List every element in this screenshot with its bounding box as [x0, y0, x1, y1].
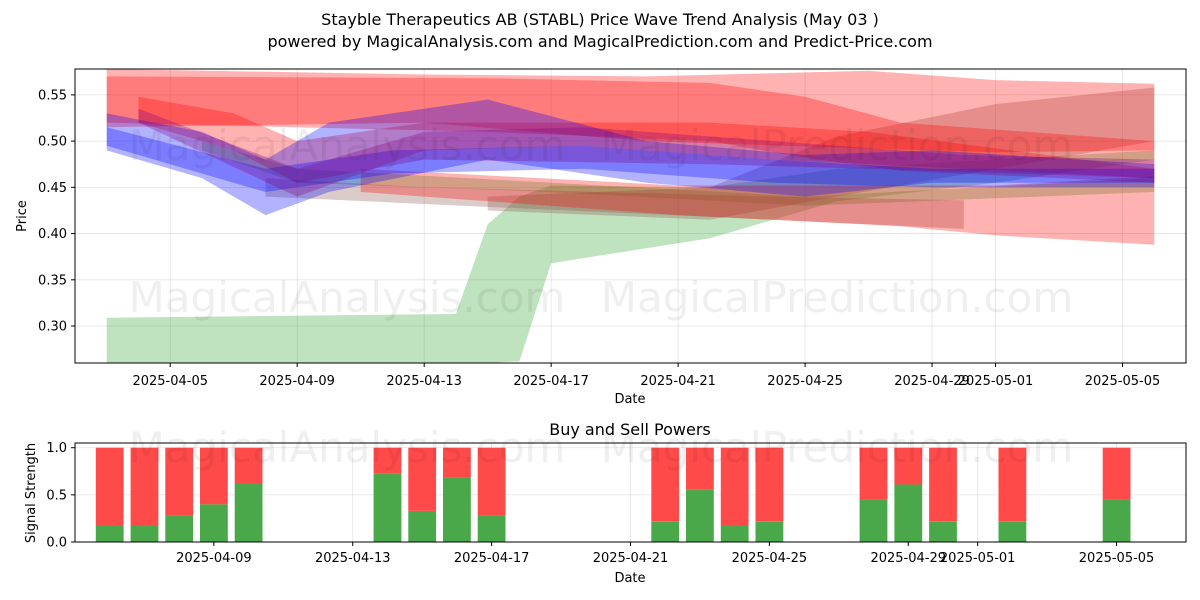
buy-bar	[720, 526, 749, 542]
price-x-tick-label: 2025-04-29	[894, 374, 970, 389]
sell-bar	[165, 447, 194, 516]
sell-bar	[894, 447, 923, 485]
buy-bar	[929, 521, 957, 542]
buy-bar	[408, 510, 437, 542]
signal-x-tick-label: 2025-04-17	[454, 551, 530, 566]
signal-chart: Buy and Sell Powers MagicalAnalysis.com …	[24, 420, 1187, 586]
sell-bar	[373, 447, 402, 474]
price-x-tick-label: 2025-04-13	[386, 374, 462, 389]
signal-y-label: Signal Strength	[24, 443, 39, 543]
sell-bar	[408, 447, 437, 511]
signal-x-tick-label: 2025-04-29	[870, 551, 946, 566]
buy-bar	[651, 521, 680, 542]
price-y-tick-label: 0.55	[38, 88, 67, 103]
price-band-7	[138, 96, 1155, 183]
watermark-analysis-bottom: MagicalAnalysis.com	[129, 423, 566, 472]
watermark-analysis-top: MagicalAnalysis.com	[129, 273, 566, 322]
price-band-layer	[106, 69, 1155, 363]
signal-y-tick-label: 0.5	[46, 488, 67, 503]
price-x-tick-label: 2025-04-17	[513, 374, 589, 389]
signal-x-tick-label: 2025-04-21	[593, 551, 669, 566]
sell-bar	[651, 447, 680, 522]
price-band-2	[487, 87, 1155, 220]
price-y-label: Price	[15, 200, 30, 232]
buy-bar	[686, 489, 714, 542]
sell-bar	[859, 447, 888, 500]
price-grid	[75, 69, 1186, 363]
watermark-prediction-top: MagicalPrediction.com	[601, 273, 1074, 322]
price-band-3	[265, 178, 964, 229]
price-y-tick-label: 0.50	[38, 135, 67, 150]
price-chart: MagicalAnalysis.com MagicalPrediction.co…	[15, 68, 1187, 407]
price-axes-frame	[74, 68, 1187, 364]
price-y-tick-label: 0.45	[38, 181, 67, 196]
price-y-tick-label: 0.30	[38, 320, 67, 335]
price-x-ticks: 2025-04-05 2025-04-09 2025-04-13 2025-04-17…	[132, 363, 1160, 389]
buy-bar	[95, 526, 124, 542]
price-band-4	[106, 69, 1155, 153]
price-y-tick-label: 0.35	[38, 273, 67, 288]
sell-bar	[686, 447, 714, 490]
sell-bar	[130, 447, 159, 526]
watermark-prediction-bottom: MagicalPrediction.com	[601, 423, 1074, 472]
price-x-tick-label: 2025-04-05	[132, 374, 208, 389]
buy-bar	[373, 473, 402, 542]
buy-bar	[234, 483, 263, 542]
signal-x-tick-label: 2025-05-05	[1079, 551, 1155, 566]
sell-bar	[443, 447, 471, 478]
signal-bars	[95, 447, 1131, 542]
price-y-ticks: 0.30 0.35 0.40 0.45 0.50 0.55	[38, 88, 75, 335]
price-y-tick-label: 0.40	[38, 227, 67, 242]
buy-bar	[165, 515, 194, 542]
price-band-8	[106, 99, 1155, 216]
buy-bar	[859, 499, 888, 542]
sell-bar	[929, 447, 957, 522]
price-x-tick-label: 2025-04-09	[259, 374, 335, 389]
price-x-label: Date	[614, 392, 645, 407]
buy-bar	[1102, 499, 1131, 542]
figure-subtitle: powered by MagicalAnalysis.com and Magic…	[267, 32, 932, 51]
buy-bar	[894, 484, 923, 542]
price-band-0	[106, 150, 1155, 363]
price-x-tick-label: 2025-05-01	[958, 374, 1034, 389]
signal-x-tick-label: 2025-04-09	[176, 551, 252, 566]
price-x-tick-label: 2025-04-25	[767, 374, 843, 389]
buy-bar	[477, 515, 506, 542]
sell-bar	[1102, 447, 1131, 500]
price-band-1	[202, 141, 1155, 206]
sell-bar	[720, 447, 749, 526]
signal-y-tick-label: 1.0	[46, 441, 67, 456]
buy-bar	[130, 526, 159, 542]
sell-bar	[200, 447, 228, 505]
price-band-6	[360, 168, 1155, 245]
price-plot-area	[75, 69, 1186, 363]
signal-x-label: Date	[614, 571, 645, 586]
price-band-5	[106, 76, 1155, 183]
figure-title: Stayble Therapeutics AB (STABL) Price Wa…	[321, 10, 879, 29]
signal-x-tick-label: 2025-04-25	[732, 551, 808, 566]
sell-bar	[95, 447, 124, 526]
sell-bar	[477, 447, 506, 516]
price-bands	[106, 69, 1155, 363]
signal-x-tick-label: 2025-04-13	[315, 551, 391, 566]
buy-bar	[200, 504, 228, 542]
buy-bar	[443, 477, 471, 542]
price-x-tick-label: 2025-04-21	[640, 374, 716, 389]
signal-y-ticks: 0.0 0.5 1.0	[46, 441, 75, 551]
signal-y-tick-label: 0.0	[46, 536, 67, 551]
signal-x-ticks: 2025-04-09 2025-04-13 2025-04-17 2025-04-21…	[176, 542, 1154, 566]
buy-bar	[998, 521, 1027, 542]
sell-bar	[234, 447, 263, 484]
buy-bar	[755, 521, 784, 542]
price-band-9	[106, 127, 1155, 192]
signal-x-tick-label: 2025-05-01	[940, 551, 1016, 566]
price-x-tick-label: 2025-05-05	[1085, 374, 1161, 389]
watermark-prediction-top-upper: MagicalPrediction.com	[601, 121, 1074, 170]
signal-chart-title: Buy and Sell Powers	[549, 420, 711, 439]
watermark-analysis-top-upper: MagicalAnalysis.com	[129, 121, 566, 170]
sell-bar	[755, 447, 784, 522]
sell-bar	[998, 447, 1027, 522]
